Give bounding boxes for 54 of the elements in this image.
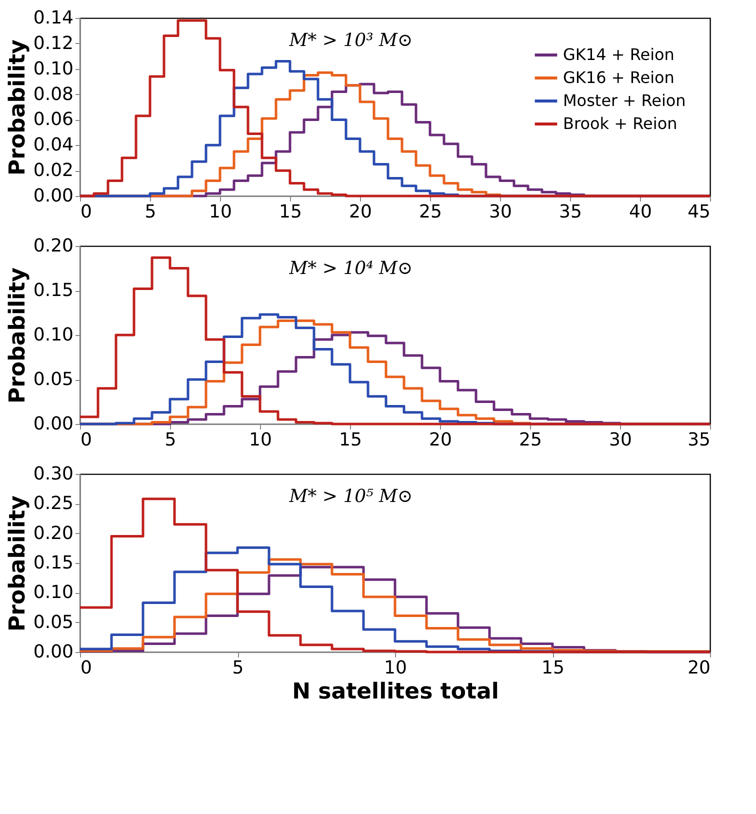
y-tick-label: 0.06 <box>33 109 74 130</box>
x-tick-label: 0 <box>80 658 92 678</box>
x-tick-label: 15 <box>339 430 362 450</box>
x-tick-label: 35 <box>559 202 582 222</box>
x-tick-label: 20 <box>429 430 452 450</box>
y-tick-label: 0.12 <box>33 32 74 54</box>
x-tick-label: 5 <box>144 202 156 222</box>
annotation: M* > 10³ M⊙ <box>288 30 413 51</box>
y-tick-label: 0.30 <box>33 464 74 484</box>
x-tick-label: 30 <box>609 430 632 450</box>
legend-label: GK14 + Reion <box>563 45 674 64</box>
x-tick-label: 5 <box>164 430 176 450</box>
y-tick-label: 0.10 <box>33 582 74 604</box>
y-tick-label: 0.08 <box>33 84 74 105</box>
y-tick-label: 0.00 <box>33 186 74 206</box>
x-tick-label: 10 <box>249 430 272 450</box>
x-tick-label: 20 <box>688 658 710 678</box>
x-tick-label: 15 <box>542 658 564 678</box>
annotation: M* > 10⁵ M⊙ <box>288 486 413 507</box>
y-axis-title: Probability <box>5 496 30 632</box>
x-tick-label: 40 <box>629 202 652 222</box>
y-tick-label: 0.00 <box>33 642 74 662</box>
legend-label: GK16 + Reion <box>563 68 674 87</box>
y-tick-label: 0.05 <box>33 612 74 633</box>
x-tick-label: 45 <box>688 202 710 222</box>
y-tick-label: 0.20 <box>33 522 74 544</box>
y-tick-label: 0.20 <box>33 236 74 256</box>
y-tick-label: 0.15 <box>33 280 74 301</box>
x-tick-label: 30 <box>489 202 512 222</box>
y-tick-label: 0.04 <box>33 134 74 156</box>
y-tick-label: 0.15 <box>33 552 74 574</box>
y-tick-label: 0.05 <box>33 369 74 390</box>
x-tick-label: 10 <box>209 202 232 222</box>
x-tick-label: 35 <box>688 430 710 450</box>
x-tick-label: 5 <box>232 658 244 678</box>
y-tick-label: 0.10 <box>33 58 74 80</box>
y-axis-title: Probability <box>5 40 30 176</box>
y-tick-label: 0.10 <box>33 324 74 346</box>
x-tick-label: 0 <box>80 202 92 222</box>
x-tick-label: 25 <box>419 202 442 222</box>
legend-label: Brook + Reion <box>563 114 678 133</box>
y-tick-label: 0.25 <box>33 493 74 514</box>
y-tick-label: 0.00 <box>33 414 74 434</box>
x-axis-title: N satellites total <box>292 680 499 704</box>
annotation: M* > 10⁴ M⊙ <box>288 258 413 279</box>
x-tick-label: 0 <box>80 430 92 450</box>
legend-label: Moster + Reion <box>563 91 686 110</box>
x-tick-label: 15 <box>279 202 302 222</box>
y-axis-title: Probability <box>5 268 30 404</box>
x-tick-label: 10 <box>384 658 407 678</box>
x-tick-label: 20 <box>349 202 372 222</box>
y-tick-label: 0.14 <box>33 8 74 28</box>
x-tick-label: 25 <box>519 430 542 450</box>
y-tick-label: 0.02 <box>33 160 74 182</box>
